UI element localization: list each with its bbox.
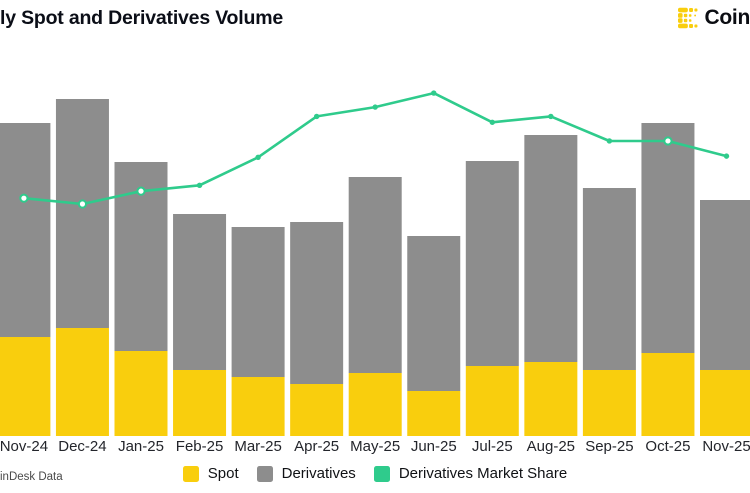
legend-item-derivatives: Derivatives xyxy=(256,465,356,482)
x-axis-label-Aug-25: Aug-25 xyxy=(526,438,576,455)
market-share-point-Dec-24 xyxy=(77,199,88,209)
x-axis-label-Jul-25: Jul-25 xyxy=(471,438,513,455)
derivatives-bar-Oct-25 xyxy=(641,123,695,353)
derivatives-bar-Jun-25 xyxy=(407,236,461,391)
x-axis-label-Jan-25: Jan-25 xyxy=(118,438,164,455)
derivatives-bar-Nov-25 xyxy=(700,200,750,370)
market-share-point-Feb-25 xyxy=(196,182,203,189)
x-axis-label-Apr-25: Apr-25 xyxy=(294,438,340,455)
x-axis-label-Jun-25: Jun-25 xyxy=(410,438,457,455)
coindesk-logo: Coin xyxy=(678,3,750,33)
market-share-point-Jun-25 xyxy=(431,90,437,96)
derivatives-bar-Aug-25 xyxy=(524,135,578,362)
market-share-point-Nov-24 xyxy=(19,193,29,203)
market-share-point-Apr-25 xyxy=(313,113,320,120)
legend-label-derivatives: Derivatives xyxy=(281,465,356,482)
derivatives-bar-Mar-25 xyxy=(231,227,285,377)
legend-item-spot: Spot xyxy=(182,465,239,482)
x-axis-label-Mar-25: Mar-25 xyxy=(234,438,282,455)
x-axis-label-May-25: May-25 xyxy=(350,438,401,455)
market-share-point-Jul-25 xyxy=(489,119,495,125)
market-share-point-Oct-25 xyxy=(663,136,673,146)
x-axis-label-Nov-24: Nov-24 xyxy=(0,438,49,455)
x-axis-label-Dec-24: Dec-24 xyxy=(58,438,107,455)
spot-bar-Jun-25 xyxy=(407,391,461,436)
derivatives-bar-Nov-24 xyxy=(0,123,51,337)
spot-bar-Sep-25 xyxy=(582,370,636,436)
spot-bar-Jan-25 xyxy=(114,351,168,436)
spot-bar-Dec-24 xyxy=(55,328,109,436)
coindesk-logo-text: Coin xyxy=(704,6,750,29)
spot-bar-Nov-25 xyxy=(700,370,750,436)
spot-bar-Oct-25 xyxy=(641,353,695,436)
derivatives-bar-Feb-25 xyxy=(173,214,227,370)
market-share-point-Jan-25 xyxy=(136,186,146,196)
spot-swatch xyxy=(182,465,199,482)
x-axis-label-Oct-25: Oct-25 xyxy=(645,438,691,455)
spot-bar-Nov-24 xyxy=(0,337,51,436)
derivatives-bar-Sep-25 xyxy=(582,188,636,370)
spot-bar-Apr-25 xyxy=(290,384,344,436)
spot-bar-May-25 xyxy=(348,373,402,436)
legend-item-market-share: Derivatives Market Share xyxy=(373,465,568,482)
market-share-point-Nov-25 xyxy=(723,153,730,159)
derivatives-bar-May-25 xyxy=(348,177,402,373)
spot-bar-Feb-25 xyxy=(173,370,227,436)
derivatives-bar-Apr-25 xyxy=(290,222,344,384)
chart-title: ly Spot and Derivatives Volume xyxy=(0,7,283,29)
spot-bar-Aug-25 xyxy=(524,362,578,436)
coindesk-logo-icon xyxy=(678,7,698,29)
x-axis-label-Sep-25: Sep-25 xyxy=(585,438,634,455)
market-share-point-Aug-25 xyxy=(548,113,554,120)
market-share-swatch xyxy=(373,465,390,482)
spot-bar-Mar-25 xyxy=(231,377,285,436)
legend-label-spot: Spot xyxy=(207,465,239,482)
derivatives-bar-Jul-25 xyxy=(465,161,519,366)
x-axis-label-Feb-25: Feb-25 xyxy=(175,438,224,455)
legend: Spot Derivatives Derivatives Market Shar… xyxy=(0,465,750,482)
derivatives-bar-Dec-24 xyxy=(55,99,109,328)
x-axis-label-Nov-25: Nov-25 xyxy=(702,438,750,455)
market-share-point-Mar-25 xyxy=(255,154,261,160)
source-credit: inDesk Data xyxy=(0,471,63,483)
spot-bar-Jul-25 xyxy=(465,366,519,436)
market-share-point-May-25 xyxy=(372,104,378,110)
derivatives-swatch xyxy=(256,465,273,482)
market-share-point-Sep-25 xyxy=(606,138,613,144)
legend-label-market-share: Derivatives Market Share xyxy=(398,465,568,482)
